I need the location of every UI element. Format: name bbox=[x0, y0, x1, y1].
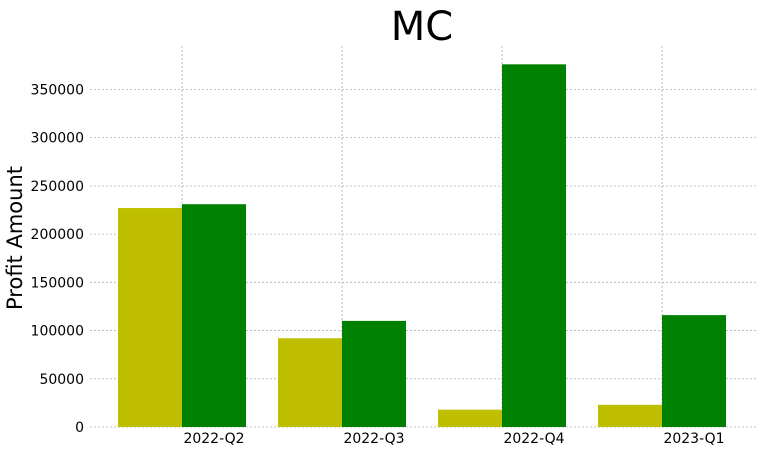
bar-series-2 bbox=[182, 204, 246, 427]
x-tick-label: 2022-Q3 bbox=[343, 431, 404, 447]
y-tick-label: 50000 bbox=[39, 372, 84, 388]
y-tick-label: 300000 bbox=[31, 131, 84, 147]
bar-series-1 bbox=[118, 208, 182, 427]
chart-title: MC bbox=[391, 4, 453, 50]
bar-series-2 bbox=[342, 320, 406, 427]
y-axis-label: Profit Amount bbox=[3, 166, 27, 310]
x-tick-label: 2023-Q1 bbox=[663, 431, 724, 447]
y-axis-ticks: 0 50000 100000 150000 200000 250000 300000 3500… bbox=[31, 82, 84, 436]
bar-series-2 bbox=[662, 315, 726, 427]
y-tick-label: 200000 bbox=[31, 227, 84, 243]
x-axis-ticks: 2022-Q2 2022-Q3 2022-Q4 2023-Q1 bbox=[183, 431, 724, 447]
x-tick-label: 2022-Q2 bbox=[183, 431, 244, 447]
y-tick-label: 350000 bbox=[31, 82, 84, 98]
y-tick-label: 150000 bbox=[31, 275, 84, 291]
y-tick-label: 0 bbox=[75, 420, 84, 436]
bar-series-1 bbox=[278, 338, 342, 427]
x-tick-label: 2022-Q4 bbox=[503, 431, 564, 447]
bar-series-2 bbox=[502, 64, 566, 427]
bar-series-1 bbox=[438, 409, 502, 427]
y-tick-label: 100000 bbox=[31, 324, 84, 340]
bars bbox=[118, 64, 726, 427]
y-tick-label: 250000 bbox=[31, 179, 84, 195]
bar-series-1 bbox=[598, 404, 662, 427]
